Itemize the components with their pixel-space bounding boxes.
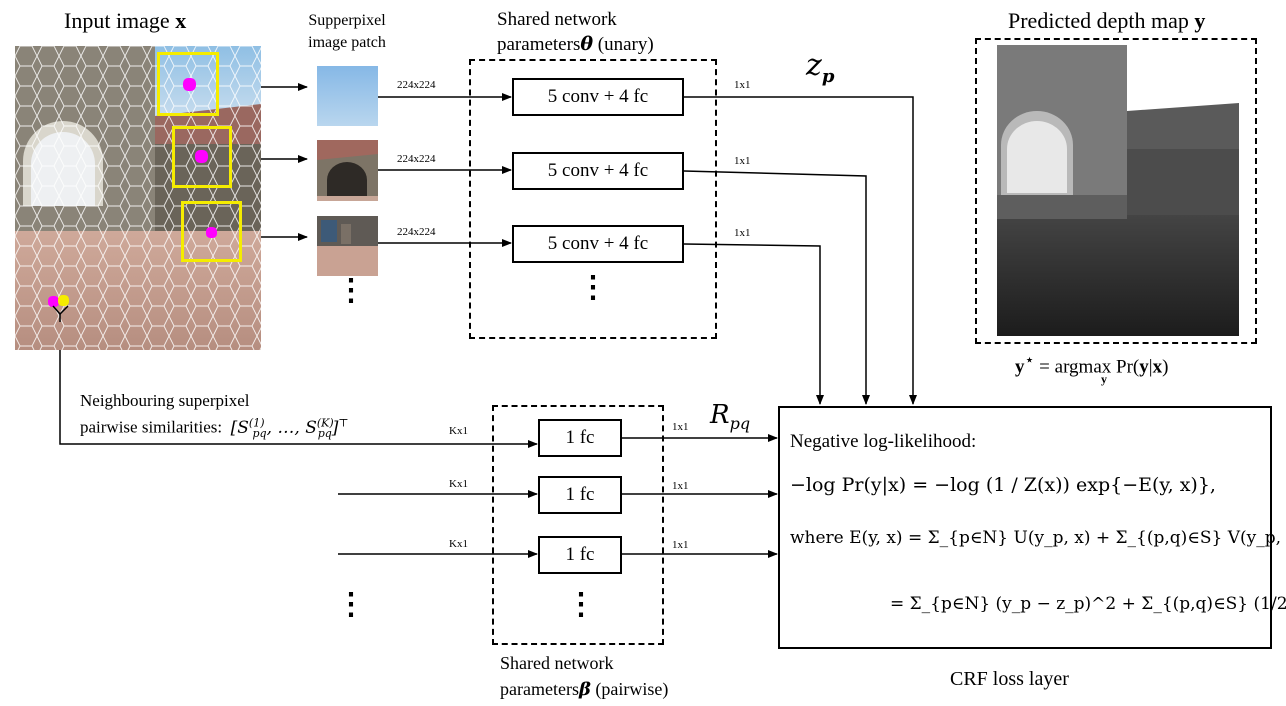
pairwise-input-ellipsis: ⋮ (336, 588, 366, 621)
unary-in-size-1: 224x224 (397, 79, 436, 91)
arrow-conv-3-to-crf (683, 243, 824, 405)
patch-arch (317, 140, 378, 201)
unary-title-line-1: Shared network (497, 9, 617, 30)
patch-ground (317, 216, 378, 276)
superpixel-highlight-1 (157, 52, 219, 116)
unary-out-size-2: 1x1 (734, 155, 751, 167)
pairwise-fc-box-1: 1 fc (538, 419, 622, 457)
pairwise-title: Shared network parametersβ (pairwise) (500, 650, 668, 703)
pairwise-ellipsis: ⋮ (566, 588, 596, 621)
unary-out-size-1: 1x1 (734, 79, 751, 91)
unary-network-group (469, 59, 717, 339)
depth-map-scene (997, 45, 1239, 336)
unary-output-symbol: zp (806, 48, 835, 87)
unary-in-size-3: 224x224 (397, 226, 436, 238)
arrow-conv-1-to-crf (684, 96, 917, 405)
pairwise-title-line-1: Shared network (500, 653, 614, 673)
superpixel-dot-1 (183, 78, 196, 91)
unary-out-size-3: 1x1 (734, 227, 751, 239)
depth-title: Predicted depth map y (1008, 8, 1206, 33)
superpixel-dot-3 (206, 227, 217, 238)
crf-equation-2-text: where E(y, x) = Σ_{p∈N} U(y_p, x) + Σ_{(… (790, 528, 1286, 548)
superpixel-dot-2 (195, 150, 208, 163)
depth-map-group (975, 38, 1257, 344)
depth-formula-under: y (1101, 372, 1107, 386)
patch-sky (317, 66, 378, 126)
superpixel-highlight-2 (172, 126, 232, 188)
pairwise-title-line-2: parametersβ (pairwise) (500, 679, 669, 700)
arrow-conv-2-to-crf (683, 170, 870, 405)
pairwise-dot-magenta (48, 296, 59, 307)
unary-title-line-2: parametersθ (unary) (497, 33, 654, 55)
arrow-image-to-fc-1 (59, 318, 538, 448)
depth-map-image (997, 45, 1239, 336)
patch-arch-scene (317, 140, 378, 201)
pairwise-out-size-1: 1x1 (672, 421, 689, 433)
pairwise-description: Neighbouring superpixel pairwise similar… (80, 390, 349, 445)
pairwise-output-symbol: Rpq (710, 400, 751, 434)
unary-ellipsis: ⋮ (578, 271, 608, 304)
depth-formula: y⋆ = argmax Pr(y|x) (1015, 352, 1169, 378)
pairwise-description-line-2: pairwise similarities: [S(1)pq, …, S(K)p… (80, 416, 349, 441)
pairwise-out-size-2: 1x1 (672, 480, 689, 492)
crf-equation-3-text: = Σ_{p∈N} (y_p − z_p)^2 + Σ_{(p,q)∈S} (1… (890, 594, 1286, 614)
unary-in-size-2: 224x224 (397, 153, 436, 165)
pairwise-in-size-1: Kx1 (449, 425, 468, 437)
pairwise-in-size-2: Kx1 (449, 478, 468, 490)
crf-equation-3: = Σ_{p∈N} (y_p − z_p)^2 + Σ_{(p,q)∈S} (1… (890, 594, 1286, 614)
crf-layer-label: CRF loss layer (950, 668, 1069, 690)
unary-conv-box-2: 5 conv + 4 fc (512, 152, 684, 190)
patch-title: Supperpixel image patch (297, 10, 397, 54)
pairwise-out-size-3: 1x1 (672, 539, 689, 551)
crf-equation-1: −log Pr(y|x) = −log (1 / Z(x)) exp{−E(y,… (790, 474, 1216, 496)
input-image-title: Input image x (64, 8, 187, 33)
patch-ground-scene (317, 216, 378, 276)
crf-loss-box (778, 406, 1272, 649)
pairwise-fc-box-3: 1 fc (538, 536, 622, 574)
patch-ellipsis: ⋮ (336, 274, 366, 307)
pairwise-fc-box-2: 1 fc (538, 476, 622, 514)
pairwise-network-group (492, 405, 664, 645)
unary-conv-box-3: 5 conv + 4 fc (512, 225, 684, 263)
pairwise-description-line-1: Neighbouring superpixel (80, 391, 250, 410)
patch-title-line-2: image patch (308, 34, 386, 51)
pairwise-dot-yellow (58, 295, 69, 306)
unary-conv-box-1: 5 conv + 4 fc (512, 78, 684, 116)
similarity-vector: [S(1)pq, …, S(K)pq]⊤ (230, 416, 349, 441)
patch-title-line-1: Supperpixel (308, 12, 386, 29)
crf-equation-1-text: −log Pr(y|x) = −log (1 / Z(x)) exp{−E(y,… (790, 474, 1216, 496)
pairwise-in-size-3: Kx1 (449, 538, 468, 550)
unary-title: Shared network parametersθ (unary) (497, 8, 654, 57)
superpixel-highlight-3 (181, 201, 242, 262)
crf-equation-2: where E(y, x) = Σ_{p∈N} U(y_p, x) + Σ_{(… (790, 528, 1286, 548)
crf-nll-label: Negative log-likelihood: (790, 431, 977, 452)
pairwise-connector (52, 305, 69, 322)
